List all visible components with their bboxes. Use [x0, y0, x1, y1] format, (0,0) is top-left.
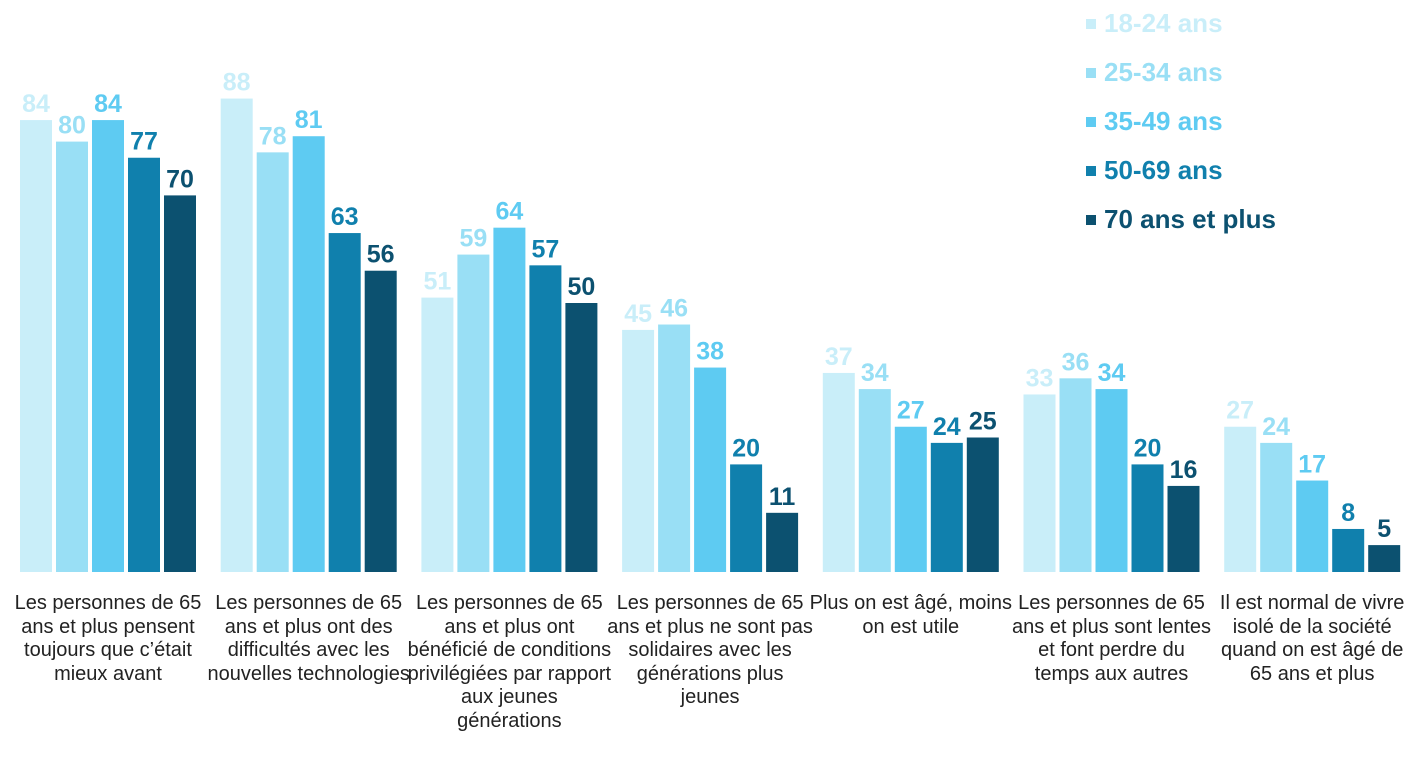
- bar: [421, 297, 454, 572]
- bar: [457, 254, 490, 572]
- legend-swatch: [1086, 166, 1096, 176]
- value-label: 70: [166, 165, 194, 193]
- legend-label: 25-34 ans: [1104, 57, 1223, 87]
- value-label: 24: [933, 413, 961, 441]
- bar: [128, 157, 160, 573]
- bar: [1224, 426, 1257, 572]
- category-label: Les personnes de 65 ans et plus sont len…: [1011, 592, 1211, 685]
- value-label: 16: [1170, 456, 1198, 484]
- value-label: 81: [295, 106, 323, 134]
- bar: [658, 324, 691, 572]
- bar: [1059, 378, 1092, 572]
- bar: [622, 329, 655, 572]
- value-label: 45: [624, 300, 652, 328]
- bar: [56, 141, 88, 572]
- legend-swatch: [1086, 19, 1096, 29]
- value-label: 59: [459, 225, 487, 253]
- bar: [256, 152, 289, 573]
- value-label: 34: [1098, 359, 1126, 387]
- bar: [858, 389, 891, 572]
- category-label: Il est normal de vivre isolé de la socié…: [1219, 592, 1405, 685]
- value-label: 33: [1026, 364, 1054, 392]
- category-label: Les personnes de 65 ans et plus pensent …: [14, 592, 202, 685]
- value-label: 37: [825, 343, 853, 371]
- category-label: Les personnes de 65 ans et plus ont des …: [207, 592, 410, 685]
- value-label: 77: [130, 128, 158, 156]
- value-label: 38: [696, 338, 724, 366]
- value-label: 80: [58, 112, 86, 140]
- category-label: Les personnes de 65 ans et plus ont béné…: [407, 592, 612, 732]
- value-label: 11: [769, 483, 796, 511]
- value-label: 46: [660, 295, 688, 323]
- bar: [966, 437, 999, 572]
- legend-label: 50-69 ans: [1104, 155, 1223, 185]
- value-label: 34: [861, 359, 889, 387]
- value-label: 88: [223, 69, 251, 97]
- legend-swatch: [1086, 215, 1096, 225]
- value-label: 84: [22, 90, 50, 118]
- bar: [1332, 528, 1365, 572]
- bar: [292, 136, 325, 572]
- legend-swatch: [1086, 68, 1096, 78]
- legend-label: 18-24 ans: [1104, 8, 1223, 38]
- bar: [1095, 389, 1128, 572]
- category-label: Les personnes de 65 ans et plus ne sont …: [607, 592, 813, 708]
- value-label: 5: [1377, 515, 1391, 543]
- bar: [364, 270, 397, 572]
- bar: [565, 303, 598, 572]
- value-label: 8: [1341, 499, 1355, 527]
- value-label: 57: [531, 235, 559, 263]
- bar: [730, 464, 763, 572]
- bar: [220, 98, 253, 572]
- value-label: 24: [1262, 413, 1290, 441]
- value-label: 56: [367, 241, 395, 269]
- bar: [1296, 480, 1329, 572]
- value-label: 84: [94, 90, 122, 118]
- bar: [529, 265, 562, 572]
- bar: [822, 372, 855, 572]
- value-label: 64: [495, 198, 523, 226]
- bar: [1260, 442, 1293, 572]
- bar: [20, 120, 52, 572]
- value-label: 36: [1062, 348, 1090, 376]
- bar: [1131, 464, 1164, 572]
- bar: [694, 367, 727, 572]
- legend-swatch: [1086, 117, 1096, 127]
- value-label: 78: [259, 122, 287, 150]
- value-label: 27: [1226, 397, 1254, 425]
- value-label: 50: [567, 273, 595, 301]
- value-label: 27: [897, 397, 925, 425]
- value-label: 63: [331, 203, 359, 231]
- value-label: 20: [1134, 434, 1162, 462]
- value-label: 17: [1298, 451, 1326, 479]
- legend-label: 35-49 ans: [1104, 106, 1223, 136]
- legend-label: 70 ans et plus: [1104, 204, 1276, 234]
- value-label: 20: [732, 434, 760, 462]
- category-label: Plus on est âgé, moins on est utile: [809, 592, 1012, 638]
- bar: [328, 233, 361, 572]
- value-label: 51: [423, 268, 451, 296]
- bar: [894, 426, 927, 572]
- bar: [92, 120, 124, 572]
- bar: [1167, 485, 1200, 572]
- bar: [930, 442, 963, 572]
- bar: [164, 195, 196, 572]
- bar: [766, 512, 799, 572]
- bar: [493, 227, 526, 572]
- bar: [1023, 394, 1056, 572]
- bar: [1368, 545, 1401, 572]
- value-label: 25: [969, 408, 997, 436]
